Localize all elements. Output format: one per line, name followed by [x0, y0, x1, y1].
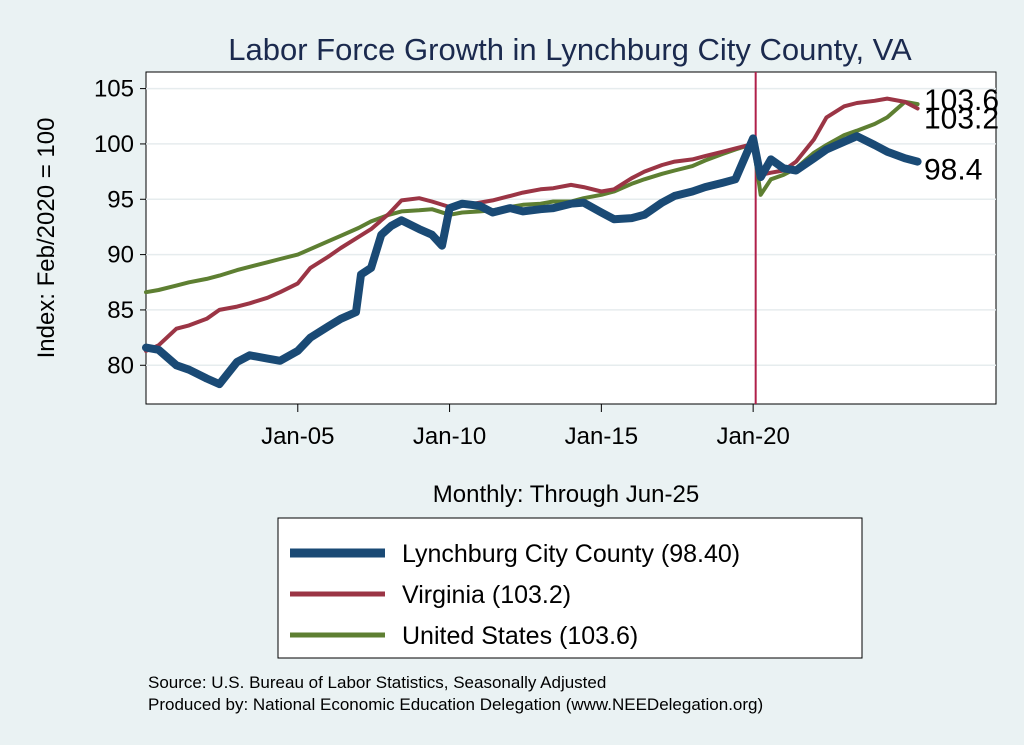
x-axis: Jan-05 Jan-10 Jan-15 Jan-20	[261, 404, 790, 450]
x-tick-label: Jan-10	[413, 423, 486, 450]
y-axis-label: Index: Feb/2020 = 100	[33, 118, 60, 359]
x-tick-label: Jan-05	[261, 423, 334, 450]
y-tick-label: 100	[94, 131, 134, 158]
legend-entry: Lynchburg City County (98.40)	[402, 540, 740, 568]
x-tick-label: Jan-20	[716, 423, 789, 450]
grid-lines	[146, 87, 996, 367]
series-lines	[142, 96, 922, 389]
legend: Lynchburg City County (98.40) Virginia (1…	[277, 517, 863, 659]
y-tick-label: 105	[94, 76, 134, 103]
y-tick-label: 85	[107, 297, 134, 324]
series-line-0	[142, 132, 922, 389]
end-label: 98.4	[924, 154, 982, 187]
y-tick-label: 80	[107, 352, 134, 379]
producer-note: Produced by: National Economic Education…	[148, 695, 763, 714]
end-label: 103.2	[924, 103, 999, 136]
x-axis-label: Monthly: Through Jun-25	[433, 481, 699, 508]
end-label: 103.6	[924, 84, 999, 117]
y-axis: 80 85 90 95 100 105	[94, 76, 146, 379]
y-tick-label: 90	[107, 242, 134, 269]
y-tick-label: 95	[107, 186, 134, 213]
chart-title: Labor Force Growth in Lynchburg City Cou…	[228, 32, 912, 67]
source-note: Source: U.S. Bureau of Labor Statistics,…	[148, 673, 606, 692]
x-tick-label: Jan-15	[565, 423, 638, 450]
legend-entry: United States (103.6)	[402, 622, 638, 650]
plot-area	[145, 71, 997, 405]
legend-entry: Virginia (103.2)	[402, 581, 571, 609]
